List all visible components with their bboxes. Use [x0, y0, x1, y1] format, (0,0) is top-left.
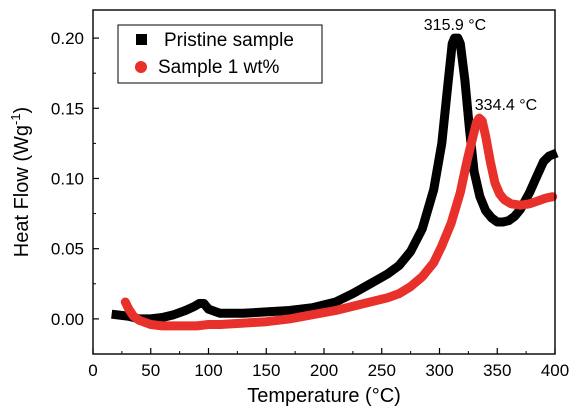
y-axis-title-close: )	[11, 107, 33, 114]
peak-annotation-sample-1wt: 334.4 °C	[475, 97, 537, 114]
x-tick-label: 300	[425, 361, 453, 380]
x-tick-label: 200	[310, 361, 338, 380]
x-axis-title: Temperature (°C)	[247, 385, 401, 407]
x-tick-label: 0	[88, 361, 97, 380]
legend-marker-sample-1wt	[135, 61, 147, 73]
legend: Pristine sample Sample 1 wt%	[118, 25, 322, 83]
y-axis-title: Heat Flow (Wg-1)	[8, 107, 33, 257]
y-axis-title-sup: -1	[8, 113, 23, 125]
y-tick-label: 0.00	[51, 310, 84, 329]
y-tick-label: 0.05	[51, 240, 84, 259]
x-tick-label: 250	[368, 361, 396, 380]
series-line-sample-1wt	[125, 118, 552, 326]
y-tick-label: 0.20	[51, 29, 84, 48]
x-tick-label: 100	[194, 361, 222, 380]
legend-label-pristine: Pristine sample	[164, 30, 294, 51]
x-tick-label: 150	[252, 361, 280, 380]
y-axis-title-main: Heat Flow (Wg	[11, 125, 33, 257]
legend-label-sample-1wt: Sample 1 wt%	[158, 57, 280, 78]
y-tick-label: 0.15	[51, 99, 84, 118]
y-tick-label: 0.10	[51, 169, 84, 188]
x-tick-label: 50	[141, 361, 160, 380]
legend-marker-pristine	[136, 34, 147, 45]
x-tick-label: 350	[483, 361, 511, 380]
x-tick-labels: 0 50 100 150 200 250 300 350 400	[88, 361, 569, 380]
peak-annotation-pristine: 315.9 °C	[424, 17, 486, 34]
x-tick-label: 400	[541, 361, 569, 380]
y-tick-labels: 0.00 0.05 0.10 0.15 0.20	[51, 29, 84, 329]
